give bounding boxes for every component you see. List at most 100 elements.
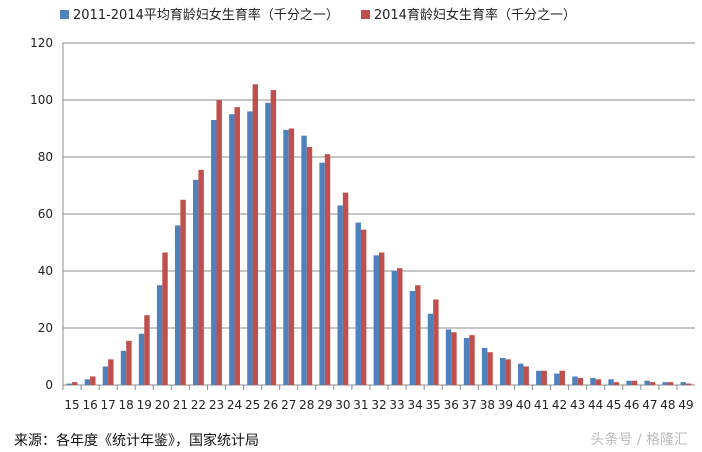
legend: 2011-2014平均育龄妇女生育率（千分之一） 2014育龄妇女生育率（千分之… [60,4,576,23]
bar-2014-34 [415,285,421,385]
bar-2014-25 [252,84,259,385]
x-tick-label: 42 [552,398,567,412]
y-tick-label: 80 [38,150,53,164]
bar-avg-19 [138,333,145,385]
bar-avg-21 [174,225,181,385]
bar-2014-20 [162,252,168,385]
legend-label: 2011-2014平均育龄妇女生育率（千分之一） [73,8,339,23]
x-tick-label: 29 [317,398,332,412]
bar-2014-41 [541,370,547,385]
x-tick-label: 22 [191,398,206,412]
x-tick-label: 34 [407,398,422,412]
y-tick-label: 120 [30,36,53,50]
bar-avg-45 [608,379,614,385]
bar-avg-15 [66,383,73,385]
y-tick-label: 20 [38,321,53,335]
x-tick-label: 38 [480,398,495,412]
bar-avg-24 [229,114,235,385]
bar-2014-19 [144,315,150,385]
source-note: 来源：各年度《统计年鉴》，国家统计局 [14,433,259,449]
x-tick-label: 26 [263,398,278,412]
bar-2014-36 [451,332,457,385]
x-tick-label: 43 [570,398,585,412]
bar-avg-23 [211,119,217,385]
bar-2014-17 [108,359,114,385]
bar-avg-27 [283,129,289,385]
bar-2014-46 [631,380,638,385]
x-tick-label: 31 [353,398,368,412]
bar-2014-18 [126,340,132,385]
bar-avg-31 [355,222,361,385]
bar-avg-16 [84,379,91,385]
x-tick-label: 46 [624,398,639,412]
bar-avg-25 [247,111,253,386]
bar-avg-39 [499,357,506,385]
x-tick-label: 37 [462,398,477,412]
bar-avg-34 [409,290,416,385]
x-tick-label: 32 [371,398,386,412]
x-tick-label: 16 [82,398,97,412]
watermark: 头条号 / 格隆汇 [590,432,688,448]
x-tick-label: 48 [660,398,675,412]
y-tick-label: 60 [38,207,53,221]
bar-avg-44 [590,377,596,385]
y-tick-label: 100 [30,93,53,107]
bar-avg-48 [662,382,668,385]
bar-2014-30 [342,192,349,385]
x-tick-label: 36 [444,398,459,412]
x-tick-label: 17 [101,398,116,412]
bar-2014-42 [559,370,565,385]
x-tick-label: 39 [498,398,513,412]
x-tick-label: 27 [281,398,296,412]
bar-2014-26 [270,90,277,386]
x-tick-label: 23 [209,398,224,412]
bar-avg-22 [193,179,199,385]
legend-label: 2014育龄妇女生育率（千分之一） [373,8,576,23]
bar-avg-18 [120,350,127,385]
x-tick-label: 44 [588,398,603,412]
x-tick-label: 21 [173,398,188,412]
x-tick-label: 41 [534,398,549,412]
bar-2014-28 [306,147,313,385]
bar-2014-47 [649,382,656,385]
x-tick-label: 45 [606,398,621,412]
bar-avg-30 [337,205,343,385]
bar-2014-38 [487,352,493,385]
x-tick-label: 28 [299,398,314,412]
bar-avg-35 [427,313,434,385]
bar-avg-38 [481,347,488,385]
x-tick-label: 25 [245,398,260,412]
bar-2014-43 [577,377,584,385]
bar-2014-21 [180,199,186,385]
bar-2014-49 [685,383,692,385]
legend-swatch-red [360,10,370,19]
x-tick-label: 40 [516,398,531,412]
bar-avg-49 [680,382,686,385]
bar-2014-35 [433,299,439,385]
x-tick-label: 19 [137,398,152,412]
bar-avg-20 [156,285,163,385]
bar-2014-22 [198,169,204,385]
bar-avg-41 [536,370,542,385]
bar-avg-26 [265,102,271,385]
bar-2014-48 [667,382,674,385]
y-tick-label: 40 [38,264,53,278]
bar-avg-42 [554,373,560,385]
bar-2014-32 [379,252,385,385]
bar-avg-36 [445,329,452,385]
x-tick-label: 30 [335,398,350,412]
x-tick-label: 15 [64,398,79,412]
bar-2014-44 [595,379,602,385]
bar-2014-33 [397,268,403,385]
bar-avg-46 [626,380,632,385]
bar-avg-47 [644,380,650,385]
bar-avg-33 [391,271,398,385]
bar-2014-40 [523,366,529,385]
bar-2014-16 [90,376,96,385]
bar-2014-45 [613,382,620,385]
bar-2014-39 [505,359,511,385]
bar-avg-32 [373,255,379,385]
bar-2014-15 [72,382,78,385]
